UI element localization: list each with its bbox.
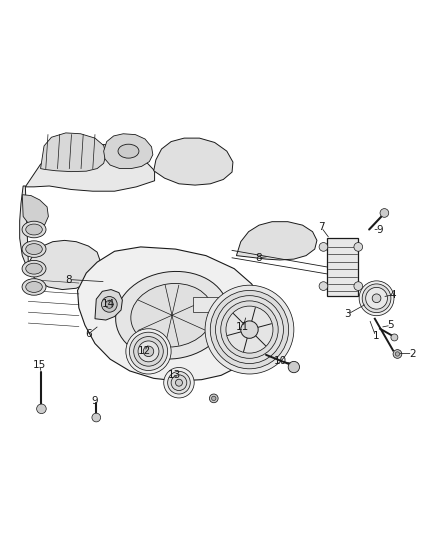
Text: 1: 1 bbox=[372, 331, 379, 341]
Circle shape bbox=[205, 285, 294, 374]
Circle shape bbox=[164, 367, 194, 398]
Circle shape bbox=[212, 396, 216, 400]
Circle shape bbox=[359, 281, 394, 316]
Circle shape bbox=[319, 282, 328, 290]
Ellipse shape bbox=[26, 281, 42, 293]
Text: 2: 2 bbox=[410, 349, 416, 359]
Ellipse shape bbox=[22, 221, 46, 238]
Text: 9: 9 bbox=[92, 397, 98, 407]
Text: 15: 15 bbox=[33, 360, 46, 370]
Circle shape bbox=[168, 372, 190, 394]
Ellipse shape bbox=[22, 261, 46, 277]
FancyBboxPatch shape bbox=[193, 297, 219, 312]
Circle shape bbox=[354, 243, 363, 251]
Text: 11: 11 bbox=[237, 322, 250, 333]
Polygon shape bbox=[20, 186, 101, 289]
Text: 9: 9 bbox=[377, 224, 383, 235]
Circle shape bbox=[319, 243, 328, 251]
Circle shape bbox=[393, 350, 402, 358]
Circle shape bbox=[395, 352, 399, 356]
Circle shape bbox=[380, 208, 389, 217]
Circle shape bbox=[126, 329, 171, 374]
Text: 4: 4 bbox=[390, 290, 396, 300]
Ellipse shape bbox=[26, 244, 42, 255]
Circle shape bbox=[221, 301, 278, 358]
Polygon shape bbox=[25, 144, 155, 191]
Circle shape bbox=[176, 379, 183, 386]
Circle shape bbox=[92, 413, 101, 422]
Polygon shape bbox=[237, 222, 317, 260]
Circle shape bbox=[143, 346, 154, 357]
Circle shape bbox=[362, 284, 391, 313]
Circle shape bbox=[37, 404, 46, 414]
Circle shape bbox=[215, 296, 283, 364]
Text: 8: 8 bbox=[255, 253, 261, 263]
Text: 14: 14 bbox=[101, 300, 115, 309]
Text: 12: 12 bbox=[138, 346, 151, 357]
Polygon shape bbox=[41, 133, 106, 172]
Circle shape bbox=[129, 332, 168, 370]
Circle shape bbox=[106, 301, 113, 308]
Ellipse shape bbox=[26, 224, 42, 235]
Circle shape bbox=[138, 341, 159, 362]
Circle shape bbox=[391, 334, 398, 341]
Text: 10: 10 bbox=[273, 356, 286, 366]
Circle shape bbox=[210, 290, 289, 369]
Text: 13: 13 bbox=[168, 370, 181, 381]
Polygon shape bbox=[95, 289, 122, 320]
Text: 5: 5 bbox=[388, 320, 394, 330]
Circle shape bbox=[372, 294, 381, 303]
Circle shape bbox=[354, 282, 363, 290]
Text: 3: 3 bbox=[344, 309, 351, 319]
Polygon shape bbox=[154, 138, 233, 185]
Text: 8: 8 bbox=[66, 274, 72, 285]
Ellipse shape bbox=[26, 263, 42, 274]
Circle shape bbox=[241, 321, 258, 338]
Polygon shape bbox=[22, 195, 48, 228]
Ellipse shape bbox=[118, 144, 139, 158]
Text: 6: 6 bbox=[85, 329, 92, 339]
Ellipse shape bbox=[22, 279, 46, 295]
Polygon shape bbox=[104, 134, 153, 168]
Ellipse shape bbox=[116, 271, 228, 359]
Polygon shape bbox=[78, 247, 266, 381]
Ellipse shape bbox=[131, 284, 213, 347]
Polygon shape bbox=[327, 238, 358, 296]
Circle shape bbox=[288, 361, 300, 373]
Ellipse shape bbox=[22, 241, 46, 257]
Circle shape bbox=[366, 287, 388, 309]
Circle shape bbox=[171, 375, 187, 391]
Circle shape bbox=[209, 394, 218, 403]
Text: 7: 7 bbox=[318, 222, 325, 232]
Circle shape bbox=[102, 296, 117, 312]
Circle shape bbox=[226, 306, 273, 353]
Circle shape bbox=[134, 336, 163, 366]
